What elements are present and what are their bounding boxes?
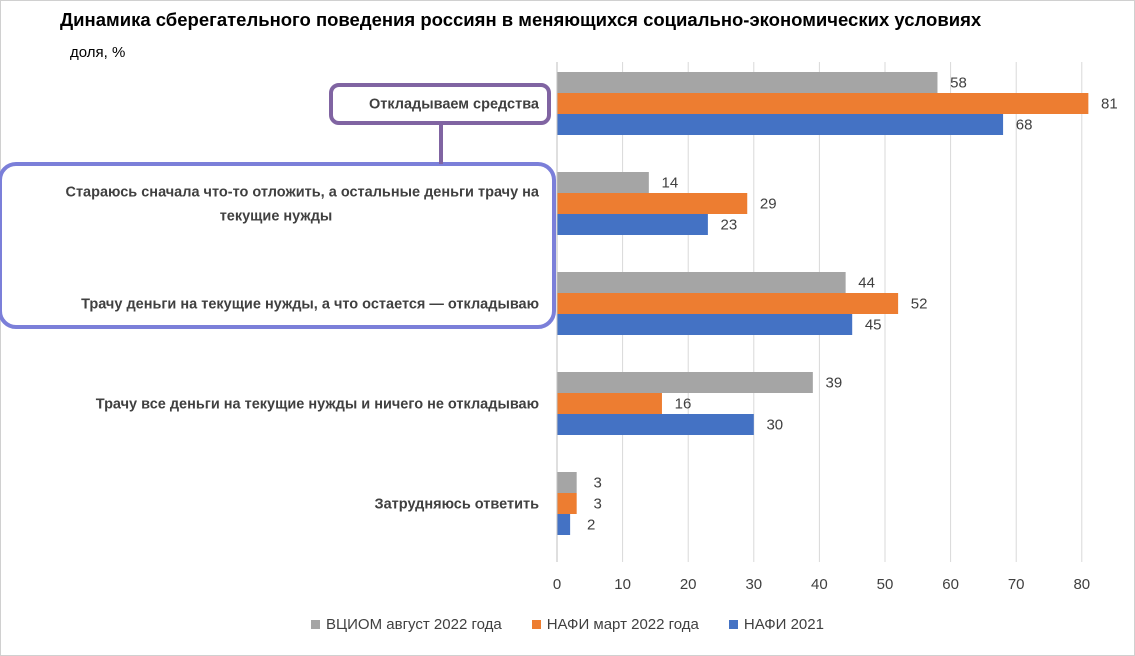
legend-item: НАФИ 2021: [728, 616, 824, 633]
bar: [557, 193, 748, 214]
value-label: 29: [760, 196, 777, 213]
value-label: 16: [675, 396, 692, 413]
chart-legend: ВЦИОМ август 2022 года НАФИ март 2022 год…: [0, 616, 1135, 633]
category-label: Затрудняюсь ответить: [375, 497, 540, 513]
value-label: 3: [594, 475, 602, 492]
bar: [557, 472, 577, 493]
x-tick-label: 50: [877, 576, 894, 593]
bar: [557, 114, 1004, 135]
legend-label: НАФИ 2021: [743, 616, 824, 633]
value-label: 23: [721, 217, 738, 234]
category-label: Откладываем средства: [369, 97, 540, 113]
value-label: 58: [950, 75, 967, 92]
value-label: 45: [865, 317, 882, 334]
bar: [557, 172, 649, 193]
value-label: 30: [766, 417, 783, 434]
annotation-box-purple: [329, 83, 551, 125]
chart-title: Динамика сберегательного поведения росси…: [60, 9, 982, 30]
legend-label: НАФИ март 2022 года: [546, 616, 699, 633]
unit-label: доля, %: [70, 44, 126, 61]
bar: [557, 414, 754, 435]
legend-item: ВЦИОМ август 2022 года: [311, 616, 502, 633]
category-label: Трачу все деньги на текущие нужды и ниче…: [96, 397, 539, 413]
x-tick-label: 40: [811, 576, 828, 593]
bar: [557, 493, 577, 514]
bar: [557, 393, 662, 414]
legend-swatch: [311, 620, 321, 629]
x-tick-label: 0: [553, 576, 561, 593]
bar: [557, 93, 1089, 114]
bar: [557, 214, 708, 235]
value-label: 68: [1016, 117, 1033, 134]
bar: [557, 514, 571, 535]
value-label: 39: [825, 375, 842, 392]
value-label: 52: [911, 296, 928, 313]
annotation-box-blue: [0, 162, 556, 329]
bar: [557, 314, 853, 335]
x-tick-label: 60: [942, 576, 959, 593]
x-tick-label: 10: [614, 576, 631, 593]
x-tick-label: 80: [1073, 576, 1090, 593]
legend-label: ВЦИОМ август 2022 года: [326, 616, 502, 633]
x-tick-label: 70: [1008, 576, 1025, 593]
bar: [557, 372, 813, 393]
category-label: Стараюсь сначала что-то отложить, а оста…: [65, 185, 539, 201]
value-label: 81: [1101, 96, 1118, 113]
value-label: 2: [587, 517, 595, 534]
value-label: 44: [858, 275, 875, 292]
category-label: Трачу деньги на текущие нужды, а что ост…: [81, 297, 539, 313]
category-label: текущие нужды: [220, 209, 333, 225]
x-tick-label: 20: [680, 576, 697, 593]
legend-item: НАФИ март 2022 года: [531, 616, 699, 633]
legend-swatch: [728, 620, 738, 629]
bar: [557, 72, 938, 93]
x-tick-label: 30: [745, 576, 762, 593]
value-label: 14: [661, 175, 678, 192]
value-label: 3: [594, 496, 602, 513]
legend-swatch: [531, 620, 541, 629]
bar: [557, 272, 846, 293]
bar: [557, 293, 899, 314]
